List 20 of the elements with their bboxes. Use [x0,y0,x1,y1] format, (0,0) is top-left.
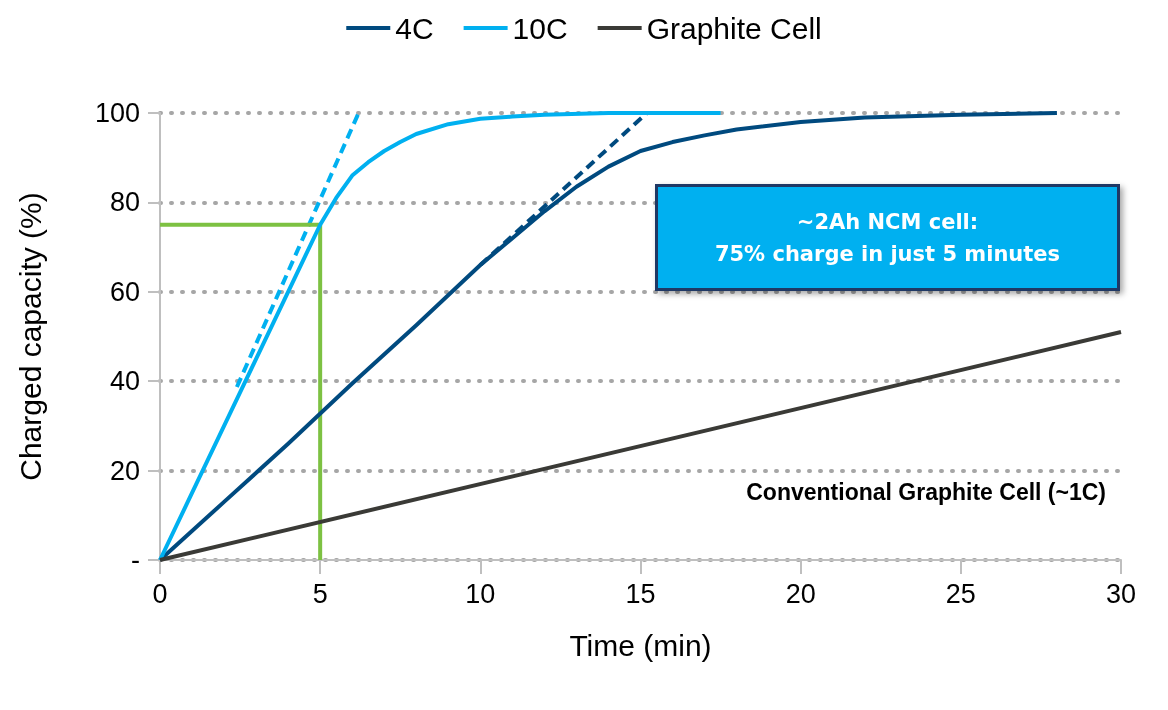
y-tick-label: 40 [109,366,140,397]
x-tick-label: 25 [945,578,976,609]
x-tick-label: 30 [1105,578,1137,609]
legend-label: 10C [512,11,568,45]
legend-label: Graphite Cell [646,11,822,45]
x-tick-label: 15 [625,578,656,609]
annotation: Conventional Graphite Cell (~1C) [746,478,1106,505]
x-tick-label: 10 [465,578,496,609]
y-tick-label: 60 [109,276,140,307]
legend-label: 4C [395,11,434,45]
x-tick-label: 20 [785,578,816,609]
note-box: ~2Ah NCM cell: 75% charge in just 5 minutes [655,184,1120,291]
x-axis-title: Time (min) [569,628,712,662]
y-tick-label: - [131,545,140,575]
y-axis-title: Charged capacity (%) [13,192,47,481]
y-tick-label: 80 [109,187,140,218]
x-tick-label: 0 [152,578,168,609]
x-tick-label: 5 [312,578,328,609]
y-tick-label: 20 [109,455,140,486]
y-tick-label: 100 [94,98,140,128]
